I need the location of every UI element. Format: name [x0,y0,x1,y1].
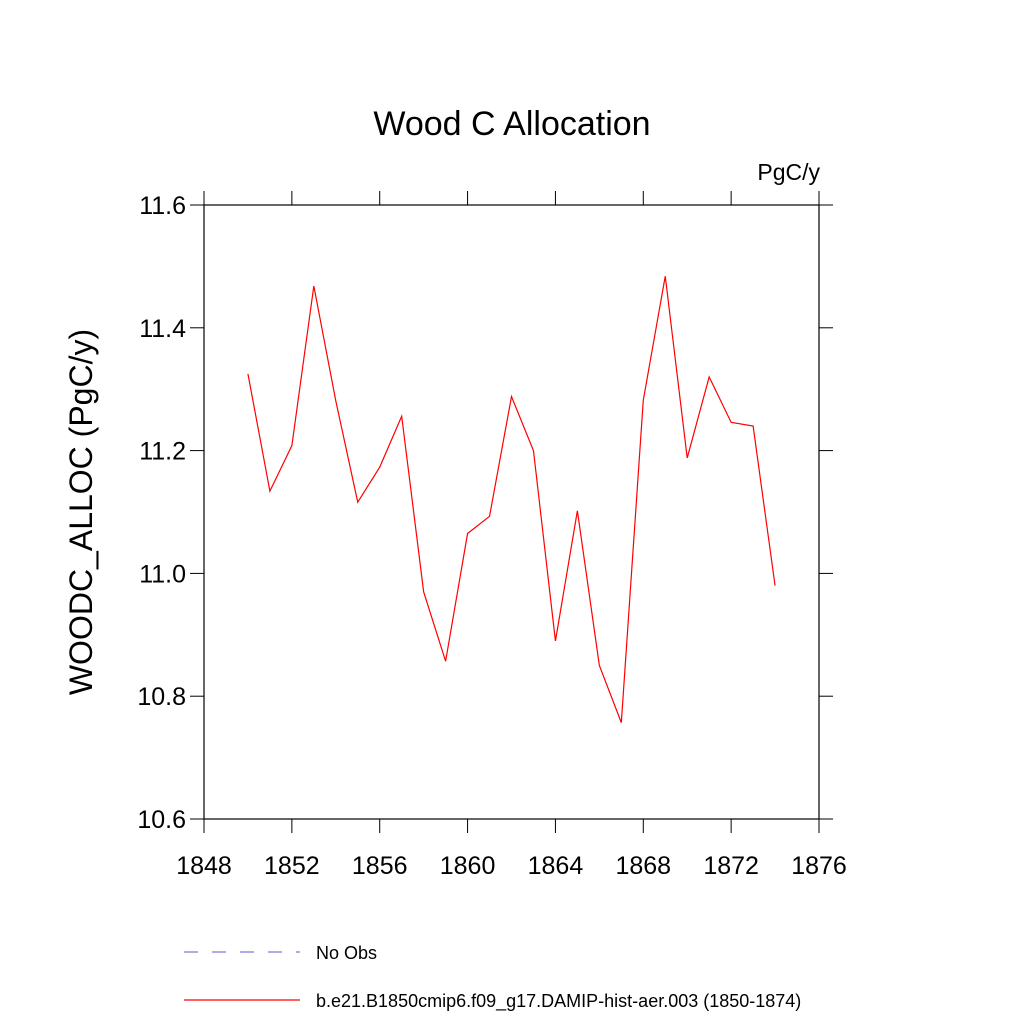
legend-label: b.e21.B1850cmip6.f09_g17.DAMIP-hist-aer.… [316,991,801,1012]
x-tick-label: 1848 [176,852,232,880]
x-tick-label: 1872 [703,852,759,880]
y-tick-label: 11.4 [139,315,186,343]
y-axis-label: WOODC_ALLOC (PgC/y) [63,329,99,695]
y-tick-label: 11.2 [139,438,186,466]
y-tick-label: 11.0 [139,560,186,588]
x-tick-label: 1876 [791,852,847,880]
x-tick-label: 1852 [264,852,320,880]
legend-label: No Obs [316,943,377,963]
x-tick-label: 1868 [615,852,671,880]
x-tick-label: 1856 [352,852,408,880]
y-tick-label: 10.6 [137,806,186,834]
y-tick-label: 10.8 [137,683,186,711]
units-label: PgC/y [757,159,820,185]
plot-frame [203,204,820,820]
x-tick-label: 1860 [440,852,496,880]
x-tick-label: 1864 [528,852,584,880]
series-line [247,276,776,723]
y-tick-label: 11.6 [139,192,186,220]
chart-title: Wood C Allocation [373,105,650,143]
